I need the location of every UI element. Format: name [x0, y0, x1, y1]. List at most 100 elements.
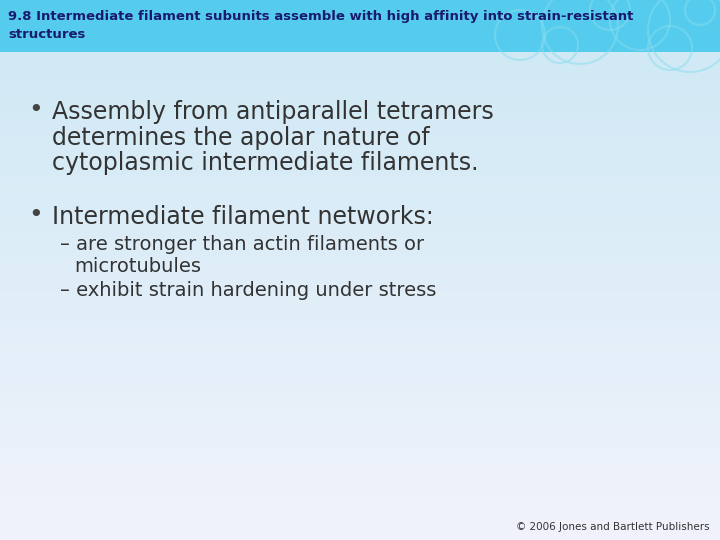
Bar [0, 119, 720, 124]
Bar [0, 151, 720, 157]
Bar [0, 410, 720, 416]
Bar [0, 221, 720, 227]
Bar [0, 475, 720, 481]
Bar [0, 0, 720, 5]
Bar [0, 238, 720, 243]
Bar [0, 508, 720, 513]
Bar [0, 103, 720, 108]
Bar [0, 16, 720, 22]
Bar [0, 400, 720, 405]
Text: microtubules: microtubules [74, 256, 201, 276]
Bar [0, 248, 720, 254]
Bar [0, 173, 720, 178]
Bar [0, 5, 720, 11]
Bar [0, 54, 720, 59]
Bar [0, 146, 720, 151]
Bar [0, 49, 720, 54]
Bar [0, 394, 720, 400]
Bar [0, 81, 720, 86]
Bar [0, 502, 720, 508]
Bar [0, 243, 720, 248]
Bar [0, 65, 720, 70]
Bar [0, 211, 720, 216]
Bar [0, 535, 720, 540]
Bar [0, 329, 720, 335]
Bar [0, 529, 720, 535]
Bar [0, 184, 720, 189]
Bar [0, 140, 720, 146]
Bar [0, 351, 720, 356]
Bar [0, 70, 720, 76]
Bar [0, 448, 720, 454]
Text: determines the apolar nature of: determines the apolar nature of [52, 125, 430, 150]
Bar [0, 513, 720, 518]
Bar [0, 113, 720, 119]
Bar [0, 437, 720, 443]
Bar [0, 189, 720, 194]
Bar [0, 524, 720, 529]
Text: – exhibit strain hardening under stress: – exhibit strain hardening under stress [60, 281, 436, 300]
Bar [0, 216, 720, 221]
Bar [0, 362, 720, 367]
Bar [0, 157, 720, 162]
Bar [0, 130, 720, 135]
Bar [0, 356, 720, 362]
Bar [0, 32, 720, 38]
Text: •: • [28, 98, 42, 122]
Bar [0, 378, 720, 383]
Bar [0, 86, 720, 92]
Bar [0, 97, 720, 103]
Bar [0, 22, 720, 27]
Bar [0, 486, 720, 491]
Bar [0, 108, 720, 113]
Bar [0, 275, 720, 281]
Bar [0, 335, 720, 340]
Text: cytoplasmic intermediate filaments.: cytoplasmic intermediate filaments. [52, 151, 479, 175]
Bar [0, 313, 720, 319]
Bar [0, 178, 720, 184]
Bar [0, 162, 720, 167]
Bar [0, 491, 720, 497]
Bar [0, 254, 720, 259]
Bar [0, 432, 720, 437]
Text: Intermediate filament networks:: Intermediate filament networks: [52, 205, 433, 228]
Text: structures: structures [8, 28, 86, 41]
Bar [0, 232, 720, 238]
Bar [0, 416, 720, 421]
Bar [0, 265, 720, 270]
Bar [0, 297, 720, 302]
Bar [0, 518, 720, 524]
Bar [0, 0, 720, 52]
Bar [0, 38, 720, 43]
Bar [0, 308, 720, 313]
Bar [0, 481, 720, 486]
Bar [0, 470, 720, 475]
Bar [0, 427, 720, 432]
Bar [0, 76, 720, 81]
Bar [0, 389, 720, 394]
Bar [0, 459, 720, 464]
Bar [0, 167, 720, 173]
Bar [0, 340, 720, 346]
Text: © 2006 Jones and Bartlett Publishers: © 2006 Jones and Bartlett Publishers [516, 522, 710, 532]
Bar [0, 497, 720, 502]
Bar [0, 194, 720, 200]
Bar [0, 286, 720, 292]
Bar [0, 27, 720, 32]
Text: •: • [28, 202, 42, 226]
Bar [0, 324, 720, 329]
Bar [0, 292, 720, 297]
Bar [0, 464, 720, 470]
Bar [0, 319, 720, 324]
Bar [0, 383, 720, 389]
Bar [0, 92, 720, 97]
Bar [0, 454, 720, 459]
Text: – are stronger than actin filaments or: – are stronger than actin filaments or [60, 235, 424, 254]
Bar [0, 135, 720, 140]
Bar [0, 200, 720, 205]
Bar [0, 11, 720, 16]
Bar [0, 405, 720, 410]
Bar [0, 367, 720, 373]
Bar [0, 373, 720, 378]
Bar [0, 443, 720, 448]
